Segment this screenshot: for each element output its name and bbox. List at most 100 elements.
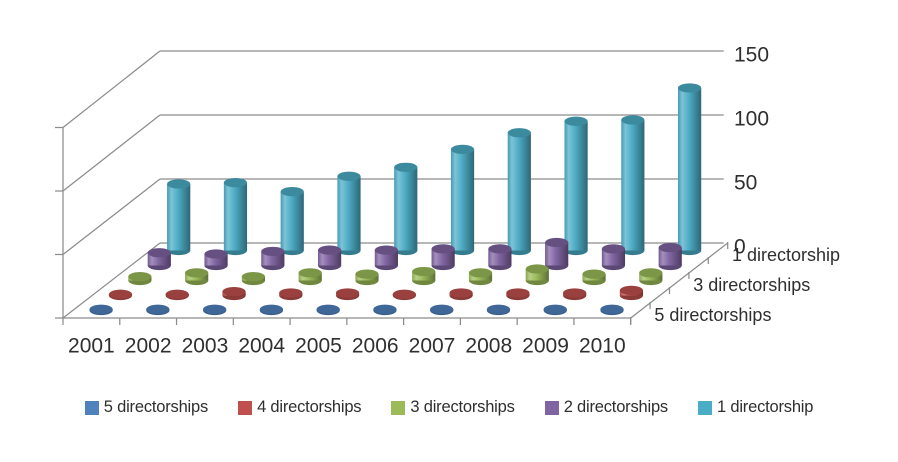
cylinder-top bbox=[374, 245, 398, 255]
bar-5-directorships-2009 bbox=[543, 304, 567, 316]
cylinder-top bbox=[279, 288, 303, 298]
side-gridline-0 bbox=[62, 242, 161, 319]
bar-1-directorship-2002 bbox=[223, 178, 248, 256]
series-axis bbox=[630, 242, 729, 319]
legend-swatch-4-directorships bbox=[238, 400, 253, 415]
bar-5-directorships-2003 bbox=[203, 304, 227, 316]
category-label-2010: 2010 bbox=[579, 335, 626, 358]
value-axis-label-50: 50 bbox=[734, 172, 757, 195]
legend-item-4-directorships: 4 directorships bbox=[238, 398, 362, 417]
bar-3-directorships-2002 bbox=[185, 268, 209, 286]
cylinder-body bbox=[167, 183, 191, 251]
chart-legend: 5 directorships 4 directorships 3 director… bbox=[0, 398, 898, 417]
bar-4-directorships-2004 bbox=[279, 288, 303, 301]
bar-2-directorships-2003 bbox=[261, 246, 285, 271]
cylinder-top bbox=[564, 116, 588, 126]
cylinder-top bbox=[468, 268, 493, 278]
cylinder-top bbox=[507, 128, 531, 138]
cylinder-body bbox=[658, 247, 682, 266]
cylinder-top bbox=[506, 288, 530, 298]
cylinder-top bbox=[392, 289, 416, 299]
category-label-2006: 2006 bbox=[352, 335, 399, 358]
bar-3-directorships-2010 bbox=[639, 268, 663, 286]
cylinder-body bbox=[223, 182, 248, 251]
cylinder-top bbox=[147, 248, 171, 258]
cylinder-top bbox=[658, 242, 682, 253]
cylinder-top bbox=[543, 304, 567, 314]
cylinder-top bbox=[146, 304, 170, 314]
cylinder-top bbox=[619, 285, 644, 295]
cylinder-top bbox=[317, 245, 342, 255]
bar-4-directorships-2005 bbox=[335, 288, 360, 301]
bar-4-directorships-2006 bbox=[392, 289, 416, 301]
value-axis-label-150: 150 bbox=[734, 44, 769, 67]
bar-2-directorships-2006 bbox=[431, 244, 455, 271]
cylinder-top bbox=[621, 115, 645, 125]
bar-5-directorships-2008 bbox=[486, 304, 511, 316]
cylinder-body bbox=[545, 242, 569, 266]
cylinder-body bbox=[525, 268, 549, 281]
bar-4-directorships-2002 bbox=[165, 289, 189, 301]
cylinder-top bbox=[601, 244, 626, 254]
cylinder-top bbox=[108, 289, 133, 299]
cylinder-body bbox=[450, 149, 475, 251]
bar-2-directorships-2002 bbox=[204, 249, 228, 271]
bar-4-directorships-2003 bbox=[222, 287, 246, 301]
cylinder-top bbox=[563, 288, 587, 298]
bar-2-directorships-2004 bbox=[317, 245, 342, 271]
cylinder-top bbox=[600, 304, 624, 314]
legend-label-5-directorships: 5 directorships bbox=[103, 398, 209, 416]
bar-2-directorships-2007 bbox=[488, 244, 512, 271]
category-label-2001: 2001 bbox=[68, 335, 115, 358]
bar-2-directorships-2001 bbox=[147, 248, 171, 271]
category-label-2005: 2005 bbox=[295, 335, 342, 358]
bar-1-directorship-2004 bbox=[337, 171, 361, 256]
bar-2-directorships-2005 bbox=[374, 245, 398, 271]
bar-3-directorships-2004 bbox=[298, 268, 322, 286]
cylinder-top bbox=[203, 304, 227, 314]
bar-5-directorships-2002 bbox=[146, 304, 170, 316]
value-axis-label-0: 0 bbox=[734, 236, 746, 259]
cylinder-top bbox=[259, 304, 283, 314]
bar-4-directorships-2008 bbox=[506, 288, 530, 301]
legend-label-1-directorship: 1 directorship bbox=[717, 398, 814, 416]
cylinder-top bbox=[450, 144, 475, 154]
cylinder-top bbox=[431, 244, 455, 254]
legend-swatch-1-directorship bbox=[698, 400, 712, 415]
cylinder-body bbox=[507, 132, 531, 251]
cylinder-top bbox=[241, 272, 266, 282]
bar-5-directorships-2007 bbox=[430, 304, 454, 316]
bar-3-directorships-2005 bbox=[355, 269, 379, 286]
bar-1-directorship-2005 bbox=[394, 162, 418, 256]
cylinder-top bbox=[639, 268, 663, 278]
bar-1-directorship-2006 bbox=[450, 144, 475, 256]
legend-item-2-directorships: 2 directorships bbox=[544, 398, 668, 417]
cylinder-top bbox=[582, 269, 606, 279]
bar-1-directorship-2003 bbox=[280, 187, 304, 256]
category-label-2007: 2007 bbox=[409, 335, 456, 358]
category-label-2004: 2004 bbox=[238, 335, 285, 358]
cylinder-top bbox=[412, 266, 436, 277]
cylinder-top bbox=[167, 179, 191, 189]
bar-3-directorships-2001 bbox=[128, 272, 152, 286]
cylinder-top bbox=[223, 178, 248, 188]
bar-3-directorships-2007 bbox=[468, 268, 493, 286]
cylinder-top bbox=[430, 304, 454, 314]
bar-4-directorships-2009 bbox=[563, 288, 587, 301]
cylinder-top bbox=[185, 268, 209, 278]
cylinder-top bbox=[449, 288, 473, 298]
category-label-2009: 2009 bbox=[522, 335, 569, 358]
cylinder-top bbox=[486, 304, 511, 314]
depth-axis-label-1-directorship: 1 directorship bbox=[732, 245, 840, 265]
bar-5-directorships-2006 bbox=[373, 304, 397, 316]
category-label-2002: 2002 bbox=[125, 335, 172, 358]
side-gridline-100 bbox=[62, 114, 161, 192]
bar-1-directorship-2007 bbox=[507, 128, 531, 256]
bar-2-directorships-2010 bbox=[658, 242, 682, 271]
bar-4-directorships-2007 bbox=[449, 288, 473, 301]
bar-4-directorships-2001 bbox=[108, 289, 133, 301]
cylinder-top bbox=[298, 268, 322, 278]
cylinder-top bbox=[525, 264, 549, 274]
